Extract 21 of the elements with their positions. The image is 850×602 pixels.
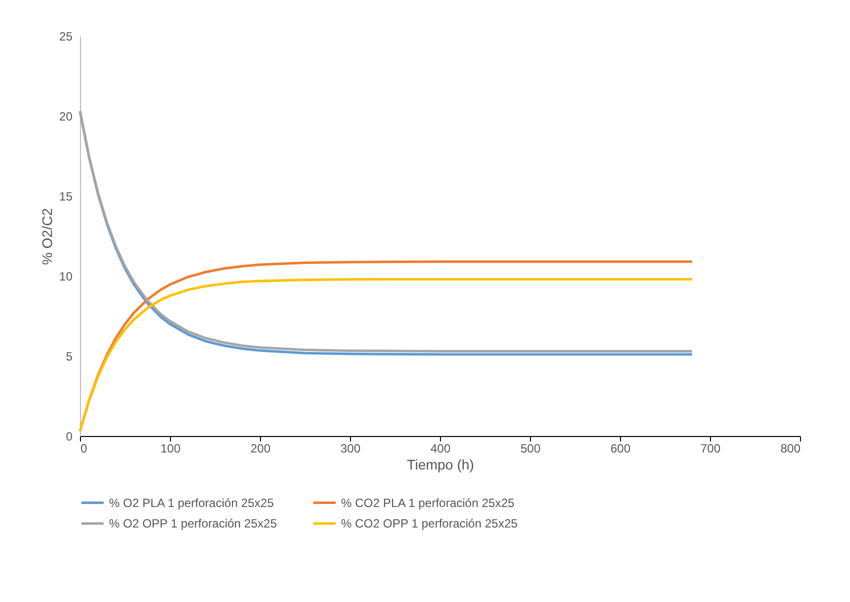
legend-label: % O2 PLA 1 perforación 25x25 bbox=[109, 496, 274, 510]
x-tick-label: 500 bbox=[520, 442, 541, 456]
x-tick-label: 0 bbox=[80, 442, 88, 456]
y-tick-label: 5 bbox=[66, 350, 73, 364]
x-tick-label: 100 bbox=[160, 442, 181, 456]
x-tick-label: 400 bbox=[430, 442, 451, 456]
x-axis-title: Tiempo (h) bbox=[406, 456, 474, 472]
y-axis-title: % O2/C2 bbox=[39, 208, 56, 265]
legend-label: % O2 OPP 1 perforación 25x25 bbox=[109, 516, 278, 530]
y-tick-label: 20 bbox=[59, 110, 73, 124]
x-tick-label: 600 bbox=[610, 442, 631, 456]
legend-label: % CO2 PLA 1 perforación 25x25 bbox=[341, 496, 515, 510]
y-tick-label: 0 bbox=[66, 430, 73, 444]
x-tick-label: 300 bbox=[340, 442, 361, 456]
y-tick-label: 10 bbox=[59, 270, 73, 284]
y-tick-label: 15 bbox=[59, 190, 73, 204]
y-tick-label: 25 bbox=[59, 30, 73, 44]
legend-label: % CO2 OPP 1 perforación 25x25 bbox=[341, 516, 518, 530]
x-tick-label: 200 bbox=[250, 442, 271, 456]
x-tick-label: 800 bbox=[780, 442, 801, 456]
x-tick-label: 700 bbox=[700, 442, 721, 456]
